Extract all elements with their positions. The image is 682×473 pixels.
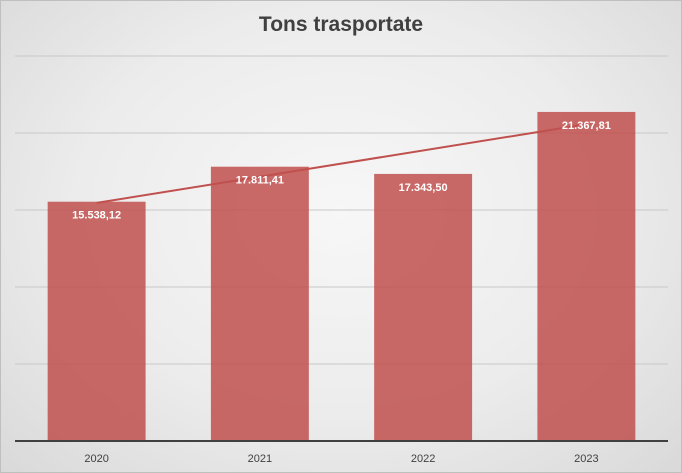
data-label-2021: 17.811,41 (236, 175, 284, 187)
data-label-2020: 15.538,12 (72, 210, 121, 222)
x-tick-label-2022: 2022 (411, 453, 435, 465)
data-label-2023: 21.367,81 (562, 120, 611, 132)
data-label-2022: 17.343,50 (399, 182, 448, 194)
x-tick-label-2021: 2021 (248, 453, 272, 465)
x-tick-label-2020: 2020 (84, 453, 108, 465)
bar-2022 (374, 173, 473, 441)
bar-2020 (47, 201, 146, 441)
bar-2023 (537, 111, 636, 441)
trendline (96, 123, 587, 204)
x-tick-label-2023: 2023 (574, 453, 598, 465)
chart-title: Tons trasportate (258, 13, 424, 36)
bar-2021 (210, 166, 309, 441)
